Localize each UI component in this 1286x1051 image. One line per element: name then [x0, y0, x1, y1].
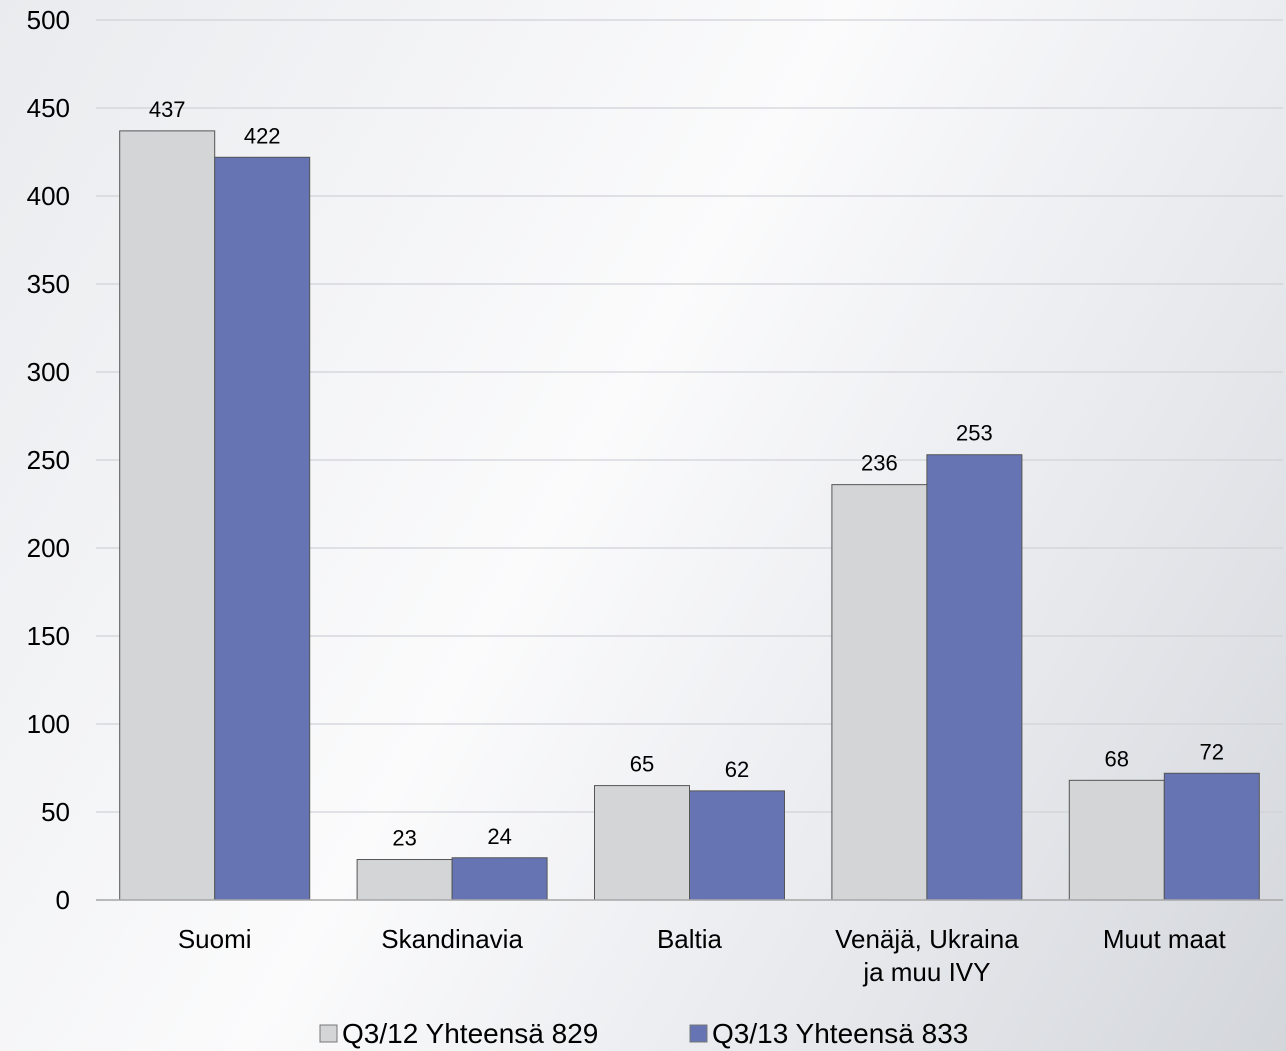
bar	[1068, 779, 1165, 901]
y-axis-ticks: 0 50 100 150 200 250 300 350 400 450 500	[27, 5, 70, 915]
data-label: 236	[861, 451, 898, 476]
bar	[689, 790, 785, 901]
legend-label: Q3/13 Yhteensä 833	[712, 1018, 968, 1049]
bar	[831, 484, 928, 901]
bar	[926, 454, 1023, 901]
x-axis-labels: Suomi Skandinavia Baltia Venäjä, Ukraina ja …	[178, 924, 1227, 987]
legend: Q3/12 Yhteensä 829 Q3/13 Yhteensä 833	[319, 1018, 968, 1049]
y-tick-label: 450	[27, 93, 70, 123]
y-tick-label: 400	[27, 181, 70, 211]
bar	[356, 859, 453, 901]
x-tick-label: Muut maat	[1103, 924, 1227, 954]
x-tick-label: Suomi	[178, 924, 252, 954]
bar	[214, 156, 311, 901]
y-tick-label: 0	[56, 885, 70, 915]
data-labels: 437 422 23 24 65 62 236 253 68 72	[149, 97, 1224, 851]
x-tick-label: Venäjä, Ukraina ja muu IVY	[835, 924, 1019, 987]
data-label: 72	[1200, 739, 1224, 764]
data-label: 23	[392, 826, 416, 851]
y-tick-label: 250	[27, 445, 70, 475]
data-label: 437	[149, 97, 186, 122]
data-label: 422	[244, 123, 281, 148]
bar	[119, 130, 216, 901]
bar	[594, 785, 690, 901]
bars	[119, 130, 1260, 901]
legend-label: Q3/12 Yhteensä 829	[342, 1018, 598, 1049]
x-tick-label: Baltia	[657, 924, 723, 954]
legend-swatch	[689, 1024, 708, 1043]
data-label: 62	[725, 757, 749, 782]
legend-swatch	[319, 1024, 338, 1043]
bar	[451, 857, 548, 901]
y-tick-label: 100	[27, 709, 70, 739]
y-tick-label: 350	[27, 269, 70, 299]
y-tick-label: 500	[27, 5, 70, 35]
data-label: 253	[956, 421, 993, 446]
data-label: 24	[487, 824, 511, 849]
y-tick-label: 50	[41, 797, 70, 827]
y-tick-label: 150	[27, 621, 70, 651]
y-tick-label: 300	[27, 357, 70, 387]
y-tick-label: 200	[27, 533, 70, 563]
bar	[1163, 772, 1260, 901]
data-label: 65	[630, 752, 654, 777]
x-tick-label: Skandinavia	[381, 924, 523, 954]
data-label: 68	[1105, 746, 1129, 771]
